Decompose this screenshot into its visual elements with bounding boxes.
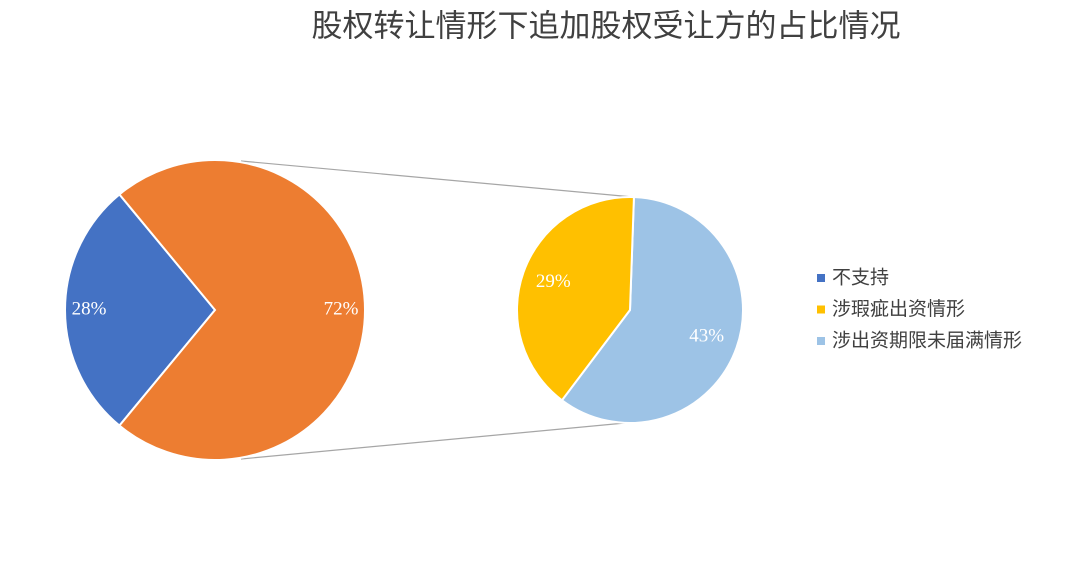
chart-title: 股权转让情形下追加股权受让方的占比情况 (312, 9, 901, 45)
legend-marker (817, 305, 825, 314)
legend-label: 涉出资期限未届满情形 (832, 330, 1022, 352)
pie-slice (516, 196, 635, 402)
legend-label: 不支持 (832, 267, 889, 289)
data-label: 29% (536, 271, 571, 292)
data-label: 43% (689, 326, 724, 347)
legend-label: 涉瑕疵出资情形 (832, 298, 965, 320)
pie-slice (64, 193, 217, 427)
data-label: 28% (72, 298, 107, 319)
legend-marker (817, 337, 825, 345)
legend-marker (817, 274, 825, 282)
pie-slice (117, 159, 366, 461)
connector (240, 422, 626, 460)
connector (240, 160, 634, 198)
pie-slice (560, 196, 744, 424)
data-label: 72% (324, 298, 359, 319)
